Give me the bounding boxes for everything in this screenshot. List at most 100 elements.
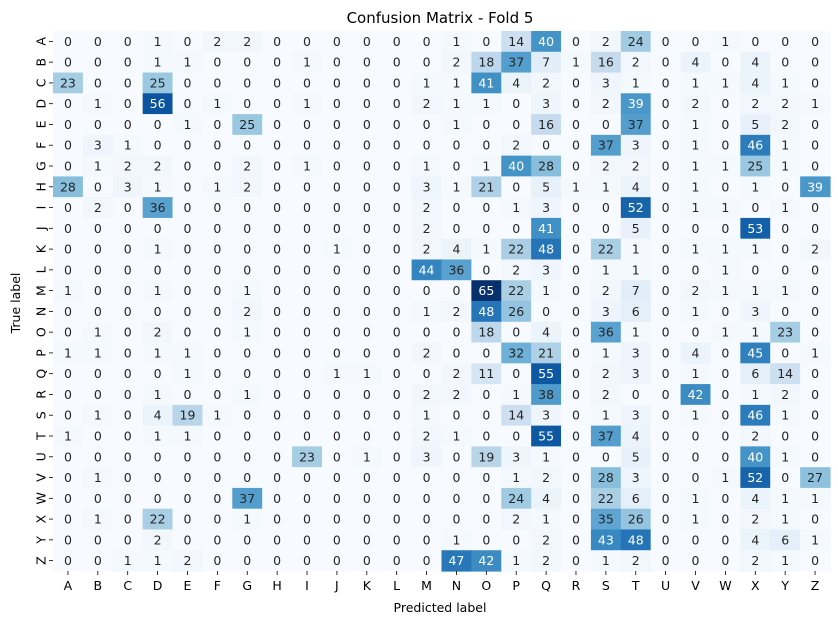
heatmap-cell [650,404,682,427]
cell-value-label: 14 [777,366,793,381]
cell-value-label: 1 [781,553,789,568]
heatmap-cell [531,217,562,240]
cell-value-label: 0 [333,283,341,298]
cell-value-label: 1 [751,325,759,340]
cell-value-label: 1 [64,345,72,360]
cell-value-label: 0 [393,470,401,485]
heatmap-cell [53,155,84,177]
heatmap-cell [501,217,532,240]
heatmap-cell [202,72,233,94]
cell-value-label: 0 [363,221,371,236]
heatmap-cell [561,280,592,302]
heatmap-cell [680,384,712,406]
cell-value-label: 2 [751,553,759,568]
heatmap-cell [262,529,293,551]
heatmap-cell [471,176,502,198]
cell-value-label: 0 [393,304,401,319]
cell-value-label: 0 [811,117,819,132]
cell-value-label: 0 [363,283,371,298]
cell-value-label: 1 [154,179,162,194]
heatmap-cell [292,238,323,261]
heatmap-cell [232,134,263,157]
heatmap-cell [142,217,174,240]
heatmap-cell [232,487,263,510]
heatmap-cell [82,342,114,364]
cell-value-label: 1 [692,408,700,423]
cell-value-label: 0 [721,429,729,444]
heatmap-cell [650,550,682,572]
x-tick-label: O [481,578,491,593]
heatmap-cell [142,93,174,115]
cell-value-label: 2 [452,366,460,381]
heatmap-cell [471,197,502,219]
y-tick-label: K [34,244,49,253]
cell-value-label: 0 [662,34,670,49]
heatmap-cell [262,197,293,219]
cell-value-label: 1 [692,242,700,257]
heatmap-cell [53,280,84,302]
cell-value-label: 0 [363,179,371,194]
cell-value-label: 0 [363,408,371,423]
cell-value-label: 0 [124,512,132,527]
heatmap-cell [202,487,233,510]
cell-value-label: 2 [184,553,192,568]
cell-value-label: 1 [184,429,192,444]
x-tick-label: R [572,578,581,593]
cell-value-label: 0 [721,408,729,423]
heatmap-cell [202,176,233,198]
cell-value-label: 0 [303,387,311,402]
cell-value-label: 0 [393,345,401,360]
heatmap-cell [710,93,741,115]
cell-value-label: 0 [572,283,580,298]
heatmap-cell [471,404,502,427]
heatmap-cell [650,425,682,447]
heatmap-cell [441,280,472,302]
cell-value-label: 3 [542,262,550,277]
heatmap-cell [82,487,114,510]
cell-value-label: 22 [598,491,614,506]
heatmap-cell [351,363,383,385]
cell-value-label: 0 [572,75,580,90]
cell-value-label: 0 [512,179,520,194]
heatmap-cell [620,31,652,53]
heatmap-cell [232,321,263,344]
cell-value-label: 2 [213,34,221,49]
heatmap-cell [740,487,771,510]
cell-value-label: 1 [751,242,759,257]
heatmap-cell [501,384,532,406]
heatmap-cell [710,321,741,344]
heatmap-cell [321,114,353,136]
cell-value-label: 6 [751,366,759,381]
cell-value-label: 0 [303,75,311,90]
heatmap-cell [321,384,353,406]
heatmap-cell [381,155,413,177]
cell-value-label: 0 [423,470,431,485]
cell-value-label: 0 [393,262,401,277]
cell-value-label: 0 [811,262,819,277]
heatmap-cell [172,217,204,240]
y-tick-label: J [34,226,49,231]
heatmap-cell [262,114,293,136]
heatmap-cell [441,487,472,510]
cell-value-label: 0 [572,200,580,215]
heatmap-cell [232,550,263,572]
cell-value-label: 0 [363,553,371,568]
cell-value-label: 0 [662,408,670,423]
heatmap-cell [53,134,84,157]
heatmap-cell [411,197,443,219]
y-tick-label: E [34,120,49,128]
heatmap-cell [680,425,712,447]
cell-value-label: 0 [94,532,102,547]
cell-value-label: 0 [572,138,580,153]
heatmap-cell [561,529,592,551]
heatmap-cell [232,301,263,323]
cell-value-label: 5 [542,179,550,194]
heatmap-cell [770,176,801,198]
cell-value-label: 0 [452,325,460,340]
cell-value-label: 1 [482,242,490,257]
heatmap-cell [172,508,204,531]
heatmap-cell [142,238,174,261]
heatmap-cell [321,321,353,344]
heatmap-cell [82,550,114,572]
heatmap-cell [590,529,622,551]
